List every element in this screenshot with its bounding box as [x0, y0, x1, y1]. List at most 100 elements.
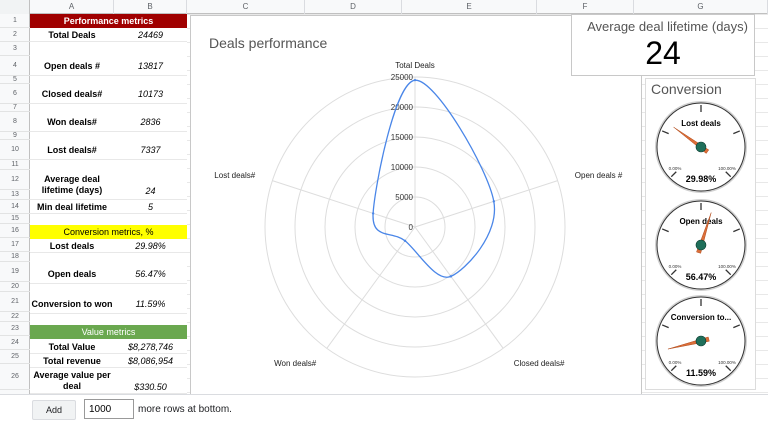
column-header-f[interactable]: F [537, 0, 634, 14]
radar-category-label: Won deals# [274, 359, 317, 368]
open-pct-value[interactable]: 56.47% [114, 264, 187, 284]
row-header-13[interactable]: 13 [0, 190, 30, 200]
gauge-label: Open deals [679, 217, 723, 226]
gauge-value-label: 29.98% [686, 174, 717, 184]
chart-title: Deals performance [209, 35, 328, 51]
lost-pct-value[interactable]: 29.98% [114, 239, 187, 253]
row-header-24[interactable]: 24 [0, 336, 30, 350]
row-header-21[interactable]: 21 [0, 292, 30, 312]
total-revenue-label[interactable]: Total revenue [30, 354, 114, 368]
open-deals-label[interactable]: Open deals # [30, 56, 114, 76]
performance-metrics-header[interactable]: Performance metrics [30, 14, 187, 28]
column-header-b[interactable]: B [114, 0, 187, 14]
row-header-14[interactable]: 14 [0, 200, 30, 214]
row-header-6[interactable]: 6 [0, 84, 30, 104]
column-header-d[interactable]: D [305, 0, 402, 14]
column-header-a[interactable]: A [30, 0, 114, 14]
row-header-19[interactable]: 19 [0, 262, 30, 282]
won-deals-value[interactable]: 2836 [114, 112, 187, 132]
row-header-4[interactable]: 4 [0, 56, 30, 76]
conversion-won-label[interactable]: Conversion to won [30, 294, 114, 314]
gauge-tick [661, 130, 669, 135]
gauge-tick [733, 324, 741, 329]
radar-data-point [371, 212, 375, 215]
min-lifetime-value[interactable]: 5 [114, 200, 187, 214]
min-lifetime-label[interactable]: Min deal lifetime [30, 200, 114, 214]
scorecard-title: Average deal lifetime (days) [587, 19, 748, 34]
add-rows-button[interactable]: Add [32, 400, 76, 420]
bottom-bar: Add 1000 more rows at bottom. [0, 394, 768, 426]
row-header-10[interactable]: 10 [0, 140, 30, 160]
closed-deals-label[interactable]: Closed deals# [30, 84, 114, 104]
conversion-metrics-header[interactable]: Conversion metrics, % [30, 225, 187, 239]
value-metrics-header[interactable]: Value metrics [30, 325, 187, 339]
row-header-17[interactable]: 17 [0, 238, 30, 252]
radar-tick-label: 0 [409, 223, 414, 232]
row-header-25[interactable]: 25 [0, 350, 30, 364]
radar-series-line [372, 79, 496, 278]
gauge-label: Conversion to... [671, 313, 731, 322]
row-header-9[interactable]: 9 [0, 132, 30, 140]
avg-lifetime-label[interactable]: Average deal lifetime (days) [30, 170, 114, 200]
avg-lifetime-scorecard[interactable]: Average deal lifetime (days) 24 [571, 14, 755, 76]
total-deals-label[interactable]: Total Deals [30, 28, 114, 42]
open-deals-value[interactable]: 13817 [114, 56, 187, 76]
select-all-corner[interactable] [0, 0, 30, 14]
row-header-2[interactable]: 2 [0, 28, 30, 42]
row-header-26[interactable]: 26 [0, 364, 30, 390]
gauge-tick [670, 365, 677, 372]
conversion-gauges-chart[interactable]: Conversion Lost deals 0.00% 100.00% 29.98% O… [645, 78, 756, 390]
row-header-8[interactable]: 8 [0, 112, 30, 132]
row-header-7[interactable]: 7 [0, 104, 30, 112]
avg-value-label[interactable]: Average value per deal [30, 368, 114, 394]
gauge-tick [661, 228, 669, 233]
closed-deals-value[interactable]: 10173 [114, 84, 187, 104]
won-deals-label[interactable]: Won deals# [30, 112, 114, 132]
gauge-max-label: 100.00% [718, 166, 736, 171]
total-revenue-value[interactable]: $8,086,954 [114, 354, 187, 368]
row-header-5[interactable]: 5 [0, 76, 30, 84]
column-header-c[interactable]: C [187, 0, 305, 14]
gauge-2: Open deals 0.00% 100.00%56.47% [655, 199, 747, 291]
column-header-e[interactable]: E [402, 0, 537, 14]
row-header-15[interactable]: 15 [0, 214, 30, 224]
row-header-11[interactable]: 11 [0, 160, 30, 170]
gauge-max-label: 100.00% [718, 360, 736, 365]
row-header-18[interactable]: 18 [0, 252, 30, 262]
radar-data-point [413, 78, 417, 82]
row-header-16[interactable]: 16 [0, 224, 30, 238]
row-header-12[interactable]: 12 [0, 170, 30, 190]
radar-axis-spoke [326, 226, 416, 349]
row-header-1[interactable]: 1 [0, 14, 30, 28]
row-header-3[interactable]: 3 [0, 42, 30, 56]
gauge-min-label: 0.00% [669, 264, 682, 269]
avg-value-value[interactable]: $330.50 [114, 368, 187, 394]
gauge-value-label: 11.59% [686, 368, 716, 378]
open-pct-label[interactable]: Open deals [30, 264, 114, 284]
gauge-tick [725, 171, 732, 178]
total-deals-value[interactable]: 24469 [114, 28, 187, 42]
row-header-22[interactable]: 22 [0, 312, 30, 322]
radar-category-label: Lost deals# [214, 171, 255, 180]
conversion-won-value[interactable]: 11.59% [114, 294, 187, 314]
row-header-20[interactable]: 20 [0, 282, 30, 292]
lost-deals-value[interactable]: 7337 [114, 140, 187, 160]
rows-count-input[interactable]: 1000 [84, 399, 134, 419]
total-value-value[interactable]: $8,278,746 [114, 340, 187, 354]
gauge-tick [733, 228, 741, 233]
lost-pct-label[interactable]: Lost deals [30, 239, 114, 253]
row-header-23[interactable]: 23 [0, 322, 30, 336]
gauge-tick [670, 269, 677, 276]
avg-lifetime-value[interactable]: 24 [114, 170, 187, 200]
row-header-bar: 1 2 3 4 5 6 7 8 9 10 11 12 13 14 15 16 17 18 19 20 21 22 23 24 2… [0, 14, 30, 394]
gauge-hub [695, 141, 707, 153]
lost-deals-label[interactable]: Lost deals# [30, 140, 114, 160]
deals-performance-chart[interactable]: Deals performance 0 5000 10000 15000 20000 25… [190, 15, 642, 419]
radar-category-label: Open deals # [575, 171, 623, 180]
column-header-g[interactable]: G [634, 0, 768, 14]
total-value-label[interactable]: Total Value [30, 340, 114, 354]
radar-tick-label: 15000 [391, 133, 414, 142]
gauge-max-label: 100.00% [718, 264, 736, 269]
